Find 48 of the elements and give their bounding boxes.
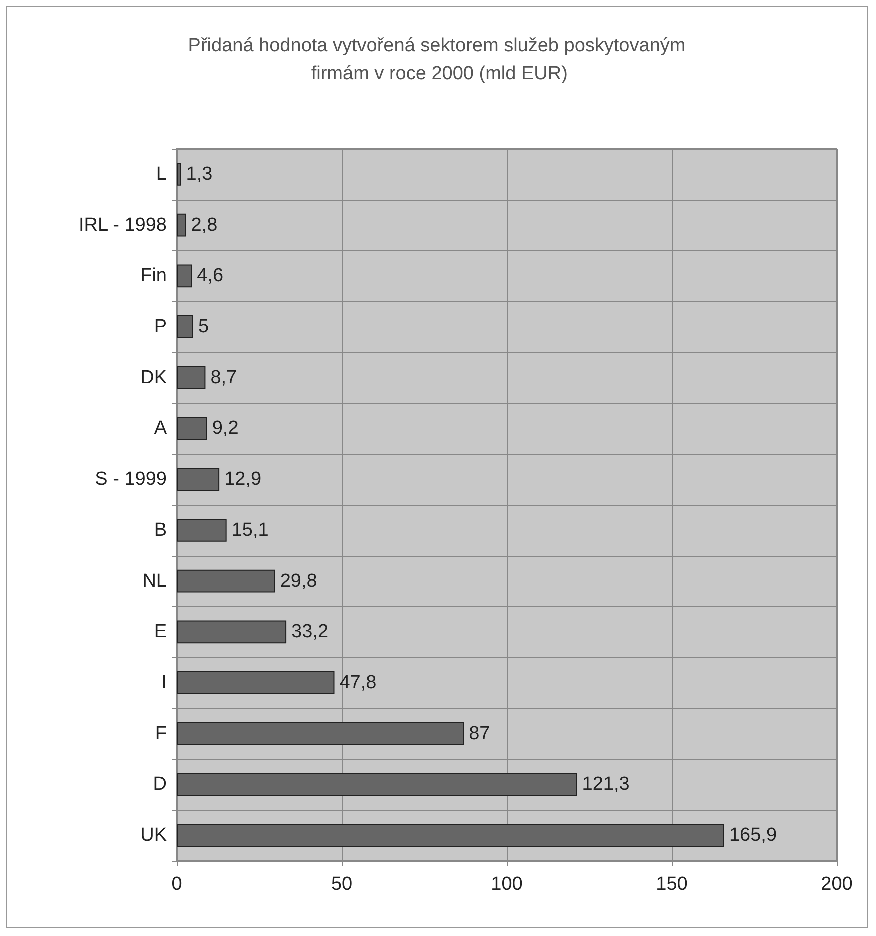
x-tick-label: 100 <box>491 874 523 895</box>
data-label: 1,3 <box>186 164 213 185</box>
x-tick-label: 200 <box>821 874 853 895</box>
data-label: 2,8 <box>191 214 218 236</box>
bar <box>177 162 182 186</box>
data-label: 4,6 <box>197 266 224 287</box>
y-tick-label: I <box>162 672 167 694</box>
bar <box>177 570 276 593</box>
bar <box>177 824 724 848</box>
y-tick-label: P <box>154 316 167 338</box>
y-tick-label: IRL - 1998 <box>78 214 167 236</box>
y-tick-label: E <box>154 622 167 643</box>
y-tick-label: B <box>154 520 167 541</box>
data-label: 121,3 <box>582 774 630 796</box>
bar <box>177 417 208 440</box>
y-tick-label: S - 1999 <box>95 469 167 490</box>
data-label: 8,7 <box>210 367 238 388</box>
bar <box>177 620 287 644</box>
x-tick-label: 50 <box>331 874 353 895</box>
bar <box>177 518 227 542</box>
bar <box>177 672 335 694</box>
bar <box>177 773 578 796</box>
x-tick-label: 150 <box>656 874 688 895</box>
data-label: 9,2 <box>212 418 239 440</box>
data-label: 87 <box>469 723 490 744</box>
bar <box>177 366 206 390</box>
y-tick-label: L <box>156 164 167 185</box>
y-tick-label: A <box>154 418 168 440</box>
y-tick-label: Fin <box>140 266 167 287</box>
data-label: 165,9 <box>729 825 778 846</box>
y-tick-label: D <box>153 774 167 796</box>
data-label: 33,2 <box>292 622 329 643</box>
data-label: 5 <box>198 316 210 338</box>
bar <box>177 316 194 338</box>
bar <box>177 214 186 237</box>
y-tick-label: DK <box>140 367 168 388</box>
y-tick-label: F <box>155 723 167 744</box>
y-tick-label: UK <box>140 825 168 846</box>
bar <box>177 722 464 746</box>
data-label: 47,8 <box>340 672 377 694</box>
bar <box>177 468 220 492</box>
data-label: 29,8 <box>280 570 318 592</box>
bar <box>177 264 192 288</box>
chart-title: Přidaná hodnota vytvořená sektorem služeb poskytovaným firmám v roce 2000 (mld EUR) <box>188 36 686 84</box>
x-tick-label: 0 <box>172 874 182 895</box>
y-tick-label: NL <box>142 570 167 592</box>
data-label: 15,1 <box>232 520 269 541</box>
data-label: 12,9 <box>224 469 262 490</box>
